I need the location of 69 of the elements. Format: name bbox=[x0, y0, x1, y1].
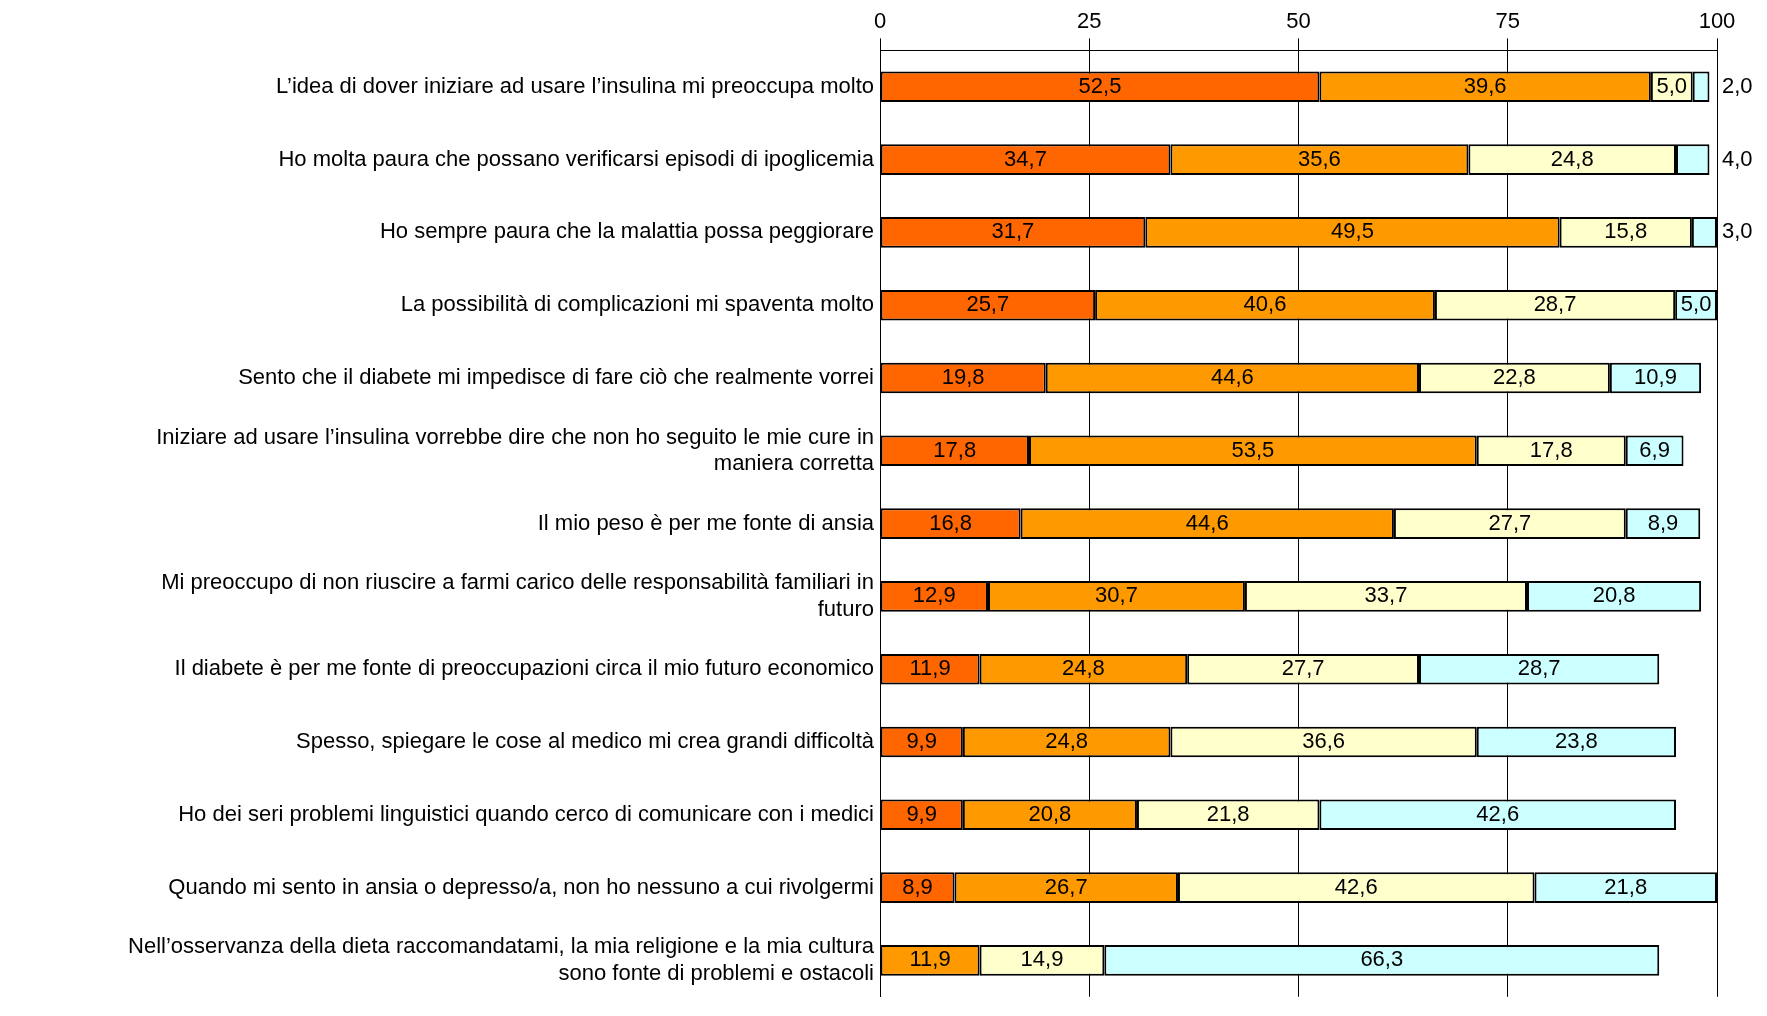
data-label: 19,8 bbox=[941, 364, 985, 390]
data-label: 26,7 bbox=[1044, 873, 1088, 899]
data-label: 5,0 bbox=[1680, 291, 1712, 317]
data-label: 53,5 bbox=[1231, 436, 1275, 462]
data-label: 34,7 bbox=[1004, 145, 1047, 171]
data-label: 24,8 bbox=[1045, 728, 1089, 754]
data-label: 27,7 bbox=[1281, 655, 1325, 681]
x-tick-label: 100 bbox=[1698, 8, 1736, 34]
data-label: 9,9 bbox=[906, 800, 937, 826]
data-label: 25,7 bbox=[966, 291, 1010, 317]
x-tick-label: 25 bbox=[1077, 8, 1102, 34]
data-label: 4,0 bbox=[1722, 145, 1753, 171]
data-label: 11,9 bbox=[909, 655, 951, 681]
data-label: 31,7 bbox=[991, 218, 1035, 244]
data-label: 28,7 bbox=[1517, 655, 1561, 681]
data-label: 44,6 bbox=[1210, 364, 1254, 390]
data-label: 9,9 bbox=[906, 728, 937, 754]
x-tick-label: 50 bbox=[1286, 8, 1311, 34]
data-label: 49,5 bbox=[1331, 218, 1374, 244]
data-label: 6,9 bbox=[1639, 436, 1670, 462]
data-label: 66,3 bbox=[1360, 946, 1404, 972]
x-tick-label: 0 bbox=[873, 8, 887, 34]
data-label: 35,6 bbox=[1298, 145, 1341, 171]
data-label: 2,0 bbox=[1722, 72, 1753, 98]
y-tick-label: Il diabete è per me fonte di preoccupazioni circa il mio futuro economico bbox=[174, 655, 874, 681]
data-label: 21,8 bbox=[1604, 873, 1648, 899]
data-label: 52,5 bbox=[1078, 72, 1122, 98]
data-label: 39,6 bbox=[1463, 72, 1507, 98]
data-label: 15,8 bbox=[1604, 218, 1648, 244]
y-tick-label: L’idea di dover iniziare ad usare l’insulina mi preoccupa molto bbox=[276, 72, 874, 98]
y-tick-label: Spesso, spiegare le cose al medico mi crea grandi difficoltà bbox=[295, 728, 875, 754]
data-label: 24,8 bbox=[1550, 145, 1594, 171]
y-tick-label: Iniziare ad usare l’insulina vorrebbe dire che non ho seguito le mie cure in maniera corretta bbox=[156, 423, 875, 476]
y-tick-label: Ho sempre paura che la malattia possa peggiorare bbox=[379, 218, 874, 244]
data-label: 42,6 bbox=[1476, 800, 1520, 826]
data-label: 24,8 bbox=[1061, 655, 1105, 681]
data-label: 3,0 bbox=[1722, 218, 1753, 244]
x-tick-label: 75 bbox=[1495, 8, 1520, 34]
data-label: 20,8 bbox=[1028, 800, 1072, 826]
data-label: 44,6 bbox=[1185, 509, 1229, 535]
y-tick-label: Ho dei seri problemi linguistici quando cerco di comunicare con i medici bbox=[178, 800, 874, 826]
data-label: 11,9 bbox=[909, 946, 951, 972]
y-tick-label: Quando mi sento in ansia o depresso/a, non ho nessuno a cui rivolgermi bbox=[168, 873, 874, 899]
data-label: 8,9 bbox=[1647, 509, 1679, 535]
data-label: 14,9 bbox=[1020, 946, 1064, 972]
y-tick-label: Ho molta paura che possano verificarsi episodi di ipoglicemia bbox=[278, 145, 875, 171]
data-label: 10,9 bbox=[1634, 364, 1677, 390]
data-label: 30,7 bbox=[1095, 582, 1138, 608]
data-label: 28,7 bbox=[1533, 291, 1577, 317]
data-label: 21,8 bbox=[1206, 800, 1250, 826]
data-label: 8,9 bbox=[902, 873, 933, 899]
y-tick-label: Mi preoccupo di non riuscire a farmi carico delle responsabilità familiari in futuro bbox=[161, 569, 874, 621]
y-tick-label: La possibilità di complicazioni mi spaventa molto bbox=[400, 291, 874, 317]
data-label: 36,6 bbox=[1302, 728, 1346, 754]
y-tick-label: Sento che il diabete mi impedisce di fare ciò che realmente vorrei bbox=[238, 364, 874, 390]
data-label: 27,7 bbox=[1488, 509, 1532, 535]
data-label: 33,7 bbox=[1364, 582, 1408, 608]
data-label: 22,8 bbox=[1493, 364, 1536, 390]
data-label: 12,9 bbox=[912, 582, 956, 608]
data-label: 40,6 bbox=[1243, 291, 1287, 317]
data-label: 23,8 bbox=[1554, 728, 1598, 754]
data-label: 17,8 bbox=[933, 436, 977, 462]
data-label: 42,6 bbox=[1334, 873, 1378, 899]
data-label: 5,0 bbox=[1656, 72, 1688, 98]
y-tick-label: Il mio peso è per me fonte di ansia bbox=[537, 509, 875, 535]
data-label: 17,8 bbox=[1529, 436, 1573, 462]
y-tick-label: Nell’osservanza della dieta raccomandatami, la mia religione e la mia cultura sono fonte di problemi e ostacoli bbox=[128, 933, 875, 985]
data-label: 16,8 bbox=[929, 509, 972, 535]
data-label: 20,8 bbox=[1592, 582, 1636, 608]
